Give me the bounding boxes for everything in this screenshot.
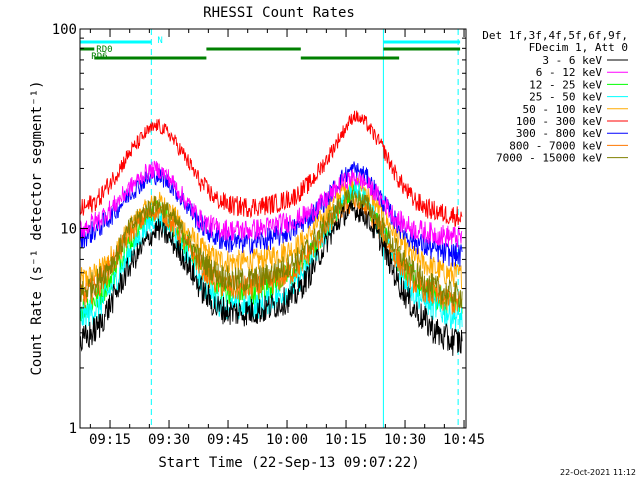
x-tick-label: 09:30: [148, 432, 190, 448]
legend-entry-label: 300 - 800 keV: [516, 127, 602, 140]
y-tick-label: 100: [52, 22, 77, 38]
series-line: [79, 110, 463, 227]
state-label-rd0: RD0: [96, 45, 112, 55]
y-tick-label: 1: [69, 421, 77, 437]
y-axis-label: Count Rate (s⁻¹ detector segment⁻¹): [29, 80, 45, 375]
state-label-rd6: RD6: [91, 52, 107, 62]
state-label-n: N: [157, 36, 162, 46]
x-tick-label: 10:30: [384, 432, 426, 448]
x-tick-label: 10:45: [443, 432, 485, 448]
x-tick-label: 10:00: [266, 432, 308, 448]
x-tick-label: 09:15: [89, 432, 131, 448]
series-line: [79, 189, 463, 309]
x-tick-label: 09:45: [207, 432, 249, 448]
legend-entry-label: 6 - 12 keV: [536, 66, 603, 79]
legend: Det 1f,3f,4f,5f,6f,9f, FDecim 1, Att 0 3…: [482, 29, 628, 165]
legend-entry-label: 800 - 7000 keV: [509, 139, 602, 152]
x-tick-label: 10:15: [325, 432, 367, 448]
legend-entry-label: 50 - 100 keV: [523, 103, 603, 116]
legend-entry-label: 3 - 6 keV: [542, 54, 602, 67]
y-tick-label: 10: [60, 222, 77, 238]
chart-title: RHESSI Count Rates: [203, 5, 355, 21]
legend-entry-label: 100 - 300 keV: [516, 115, 602, 128]
legend-header-line-1: Det 1f,3f,4f,5f,6f,9f,: [482, 29, 628, 42]
series-line: [79, 199, 463, 356]
legend-entry-label: 7000 - 15000 keV: [496, 152, 602, 165]
legend-header-line-2: FDecim 1, Att 0: [529, 41, 628, 54]
footer-date: 22-Oct-2021 11:12: [560, 468, 636, 477]
series-line: [79, 175, 463, 290]
x-axis-label: Start Time (22-Sep-13 09:07:22): [158, 455, 419, 471]
series-line: [79, 160, 463, 248]
series-line: [79, 192, 463, 315]
legend-entry-label: 25 - 50 keV: [529, 91, 602, 104]
legend-entry-label: 12 - 25 keV: [529, 78, 602, 91]
